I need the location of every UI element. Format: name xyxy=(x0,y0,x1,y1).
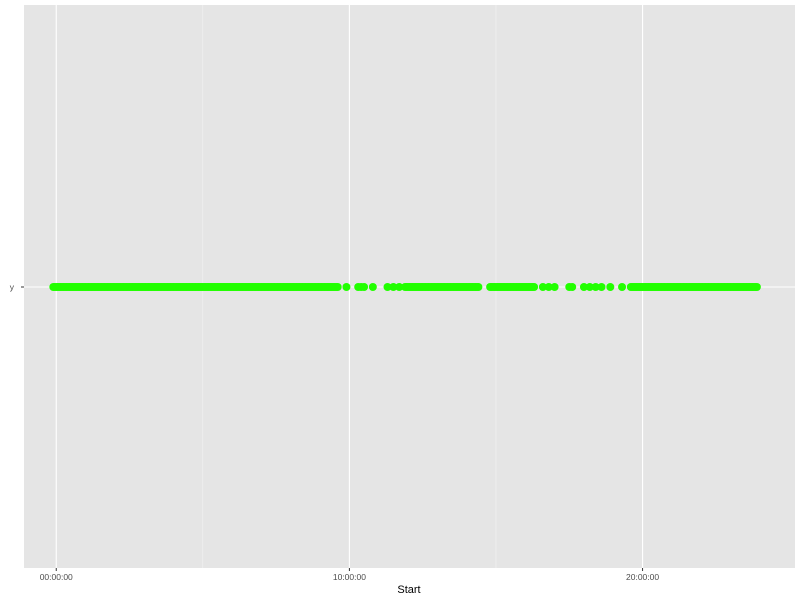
data-point xyxy=(618,283,627,291)
data-point xyxy=(530,283,539,291)
data-point xyxy=(579,283,588,291)
data-point xyxy=(568,283,577,291)
data-point xyxy=(585,283,594,291)
data-point xyxy=(550,283,559,291)
data-point xyxy=(597,283,606,291)
axes: y 00:00:00 10:00:00 20:00:00 xyxy=(10,282,660,582)
data-point xyxy=(591,283,600,291)
data-point xyxy=(752,283,761,291)
data-point xyxy=(544,283,553,291)
x-tick-label: 00:00:00 xyxy=(40,572,73,582)
data-point xyxy=(383,283,392,291)
data-point xyxy=(395,283,404,291)
data-point xyxy=(389,283,398,291)
data-point xyxy=(368,283,377,291)
x-tick-label: 20:00:00 xyxy=(626,572,659,582)
x-tick-label: 10:00:00 xyxy=(333,572,366,582)
data-points xyxy=(49,283,761,291)
data-point xyxy=(360,283,369,291)
data-point xyxy=(538,283,547,291)
data-point xyxy=(333,283,342,291)
y-tick-label-y: y xyxy=(10,282,15,292)
data-point xyxy=(606,283,615,291)
x-axis-title: Start xyxy=(397,584,420,596)
data-point xyxy=(342,283,351,291)
data-point xyxy=(474,283,483,291)
